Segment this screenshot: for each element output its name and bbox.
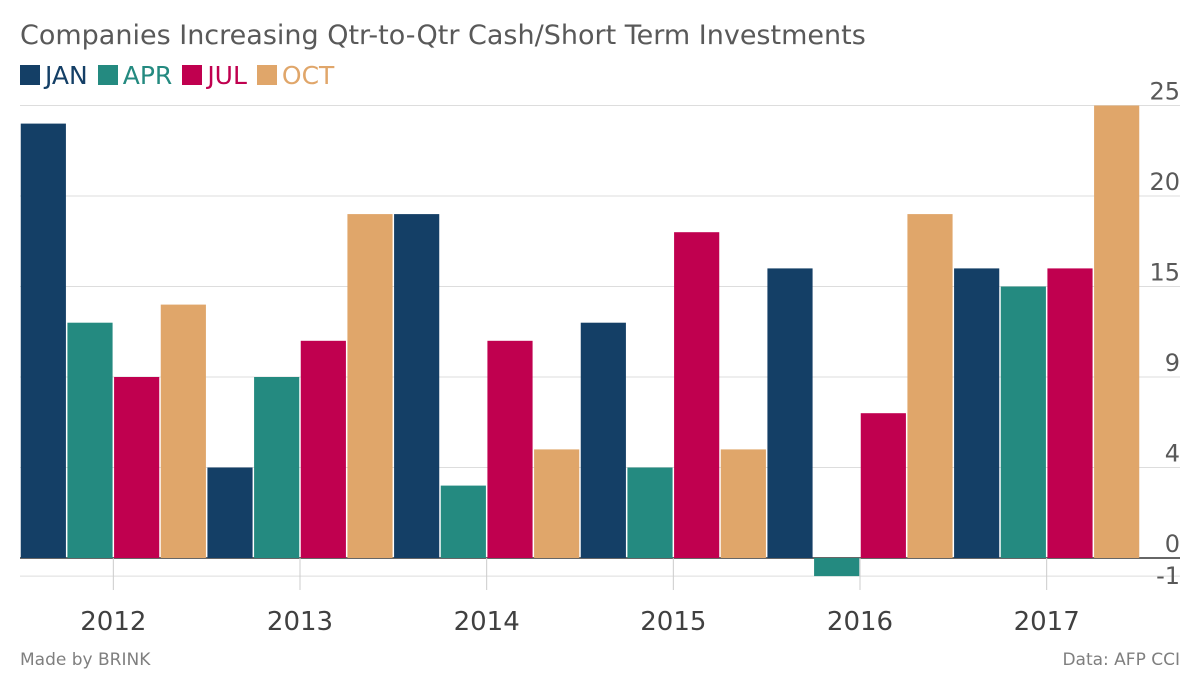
- bar-jul-2013: [300, 340, 346, 558]
- bar-oct-2017: [1094, 105, 1140, 558]
- bar-oct-2014: [534, 449, 580, 558]
- x-tick-label: 2016: [827, 607, 893, 637]
- bar-jan-2013: [207, 467, 253, 558]
- y-tick-label: 0: [1165, 530, 1180, 558]
- bar-apr-2017: [1000, 286, 1046, 558]
- legend-swatch-oct: [256, 65, 277, 85]
- y-tick-label: 20: [1149, 168, 1180, 196]
- bar-jan-2017: [954, 268, 1000, 558]
- bar-jul-2015: [674, 232, 720, 558]
- bar-apr-2016: [814, 558, 860, 577]
- x-tick-label: 2015: [640, 607, 706, 637]
- legend-item-apr: APR: [97, 60, 173, 90]
- bar-apr-2015: [627, 467, 673, 558]
- bar-oct-2016: [907, 214, 953, 558]
- legend-swatch-jan: [20, 65, 40, 85]
- bar-oct-2012: [160, 304, 206, 558]
- bar-marks: [20, 105, 1140, 577]
- bar-jan-2014: [394, 214, 440, 558]
- chart-title: Companies Increasing Qtr-to-Qtr Cash/Sho…: [20, 20, 866, 51]
- footer-source: Data: AFP CCI: [1062, 650, 1180, 670]
- chart-legend: JAN APR JUL OCT: [20, 60, 344, 90]
- legend-item-oct: OCT: [256, 60, 335, 90]
- bar-jul-2017: [1047, 268, 1093, 558]
- bar-jan-2012: [20, 123, 66, 558]
- y-tick-label: -1: [1156, 562, 1180, 590]
- legend-label-jan: JAN: [45, 60, 88, 90]
- bar-apr-2013: [254, 377, 300, 558]
- bar-apr-2012: [67, 322, 113, 558]
- y-axis-ticks: 25 20 15 9 4 0 -1: [1149, 78, 1180, 591]
- y-tick-label: 25: [1149, 78, 1180, 106]
- legend-swatch-jul: [182, 65, 203, 85]
- x-axis-ticks: 2012 2013 2014 2015 2016 2017: [80, 558, 1080, 637]
- x-tick-label: 2013: [267, 607, 333, 637]
- y-tick-label: 9: [1165, 349, 1180, 377]
- bar-jan-2015: [580, 322, 626, 558]
- bar-jul-2014: [487, 340, 533, 558]
- legend-item-jul: JUL: [182, 61, 247, 90]
- bar-jul-2016: [860, 413, 906, 558]
- legend-swatch-apr: [97, 65, 118, 85]
- legend-label-jul: JUL: [207, 60, 247, 90]
- bar-jul-2012: [114, 377, 160, 558]
- y-tick-label: 15: [1149, 259, 1180, 287]
- footer-credit: Made by BRINK: [20, 650, 151, 670]
- bar-apr-2014: [440, 485, 486, 558]
- legend-label-oct: OCT: [281, 60, 335, 90]
- bar-oct-2013: [347, 214, 393, 558]
- legend-label-apr: APR: [122, 60, 173, 90]
- y-tick-label: 4: [1165, 440, 1180, 468]
- bar-oct-2015: [720, 449, 766, 558]
- x-tick-label: 2014: [454, 607, 520, 637]
- x-tick-label: 2012: [80, 607, 146, 637]
- bar-jan-2016: [767, 268, 813, 558]
- legend-item-jan: JAN: [20, 61, 88, 90]
- x-tick-label: 2017: [1014, 607, 1080, 637]
